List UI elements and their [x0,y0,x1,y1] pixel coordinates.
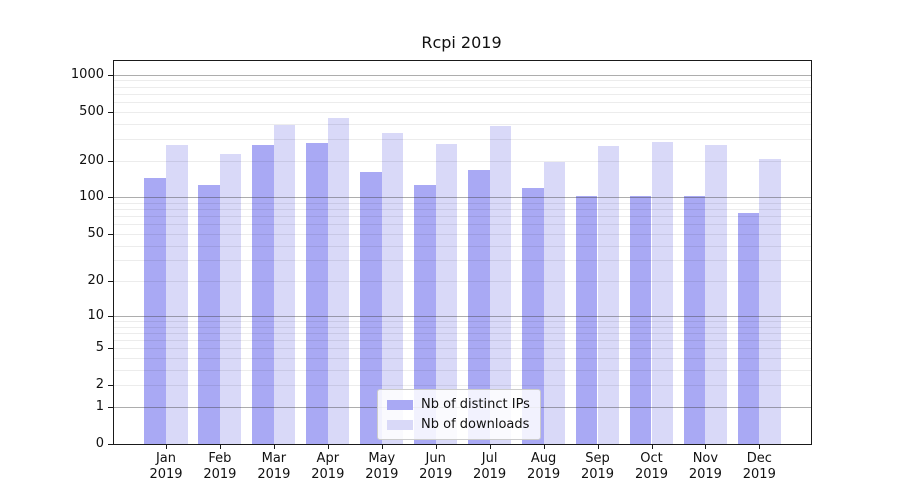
y-tick [108,406,113,408]
legend-item-downloads: Nb of downloads [387,417,530,432]
y-tick-label: 500 [79,103,104,119]
bar-downloads-apr [327,117,350,444]
gridline-minor [114,101,811,103]
bar-downloads-dec [759,158,781,444]
y-tick-label: 10 [87,307,104,323]
x-tick [705,444,707,449]
x-tick-label-mar: Mar 2019 [257,451,291,482]
gridline-minor [114,80,811,82]
y-tick-label: 1000 [70,66,104,82]
bar-downloads-nov [705,144,727,444]
bar-distinct-ips-jul [468,170,490,444]
x-tick-label-sep: Sep 2019 [580,451,615,482]
plot-area: 0 1 2 5 10 20 50 100 200 500 1000 Jan 2019 Feb 2019 Mar… [71,60,812,482]
x-tick [651,444,653,449]
bar-distinct-ips-oct [629,195,652,444]
x-tick-label-jan: Jan 2019 [149,451,183,482]
bar-downloads-jan [166,144,188,444]
x-tick-label-jul: Jul 2019 [473,451,507,482]
x-tick [435,444,437,449]
y-tick [108,160,113,162]
y-tick-label: 200 [79,152,104,168]
bar-distinct-ips-dec [737,212,760,444]
bar-downloads-mar [273,124,296,444]
legend-swatch-downloads [387,419,413,430]
y-tick [108,197,113,199]
bar-downloads-feb [219,154,242,444]
y-tick [108,281,113,283]
x-tick-label-may: May 2019 [365,451,399,482]
x-tick-label-oct: Oct 2019 [634,451,669,482]
gridline-minor [114,123,811,125]
bar-downloads-sep [597,146,620,444]
bar-distinct-ips-feb [198,184,220,444]
y-tick [108,74,113,76]
x-tick [166,444,167,449]
x-tick-label-nov: Nov 2019 [688,451,722,482]
bar-downloads-aug [543,161,566,444]
y-tick-label: 1 [95,398,104,414]
y-tick [108,385,113,387]
x-tick [219,444,221,449]
chart-title: Rcpi 2019 [421,33,502,52]
legend: Nb of distinct IPs Nb of downloads [377,389,541,440]
gridline-minor [114,138,811,140]
bar-distinct-ips-mar [252,144,274,444]
x-tick-label-jun: Jun 2019 [419,451,453,482]
x-tick [759,444,761,449]
y-tick-label: 50 [87,225,104,241]
legend-label-downloads: Nb of downloads [421,417,530,432]
bar-distinct-ips-apr [306,142,328,444]
y-tick-label: 0 [95,436,104,451]
x-tick-label-dec: Dec 2019 [742,451,776,482]
y-tick [108,233,113,235]
x-tick-label-aug: Aug 2019 [527,451,561,482]
gridline-major [114,74,811,76]
y-tick [108,111,113,113]
y-tick [108,348,113,350]
gridline-minor [114,111,811,113]
x-tick-label-feb: Feb 2019 [203,451,237,482]
gridline-minor [114,86,811,88]
legend-label-distinct-ips: Nb of distinct IPs [421,397,530,412]
x-tick [543,444,545,449]
legend-item-distinct-ips: Nb of distinct IPs [387,397,530,412]
x-tick [489,444,491,449]
bar-distinct-ips-may [360,171,382,444]
y-tick-label: 5 [95,340,104,356]
y-tick [108,315,113,317]
bar-distinct-ips-sep [575,195,598,444]
bar-distinct-ips-jan [144,177,166,444]
legend-swatch-distinct-ips [387,399,413,410]
bar-downloads-jul [489,126,512,444]
x-tick [273,444,275,449]
bar-downloads-jun [435,143,458,444]
bar-distinct-ips-aug [522,187,544,444]
y-tick [108,444,113,445]
y-tick-label: 100 [79,189,104,205]
bar-distinct-ips-jun [414,185,436,444]
y-tick-label: 2 [95,377,104,393]
bar-downloads-may [381,132,404,444]
y-tick-label: 20 [87,273,104,289]
x-tick [381,444,383,449]
bar-downloads-oct [651,141,674,444]
gridline-minor [114,93,811,95]
x-tick [327,444,329,449]
x-tick [597,444,599,449]
x-tick-label-apr: Apr 2019 [311,451,345,482]
bar-distinct-ips-nov [683,196,706,444]
